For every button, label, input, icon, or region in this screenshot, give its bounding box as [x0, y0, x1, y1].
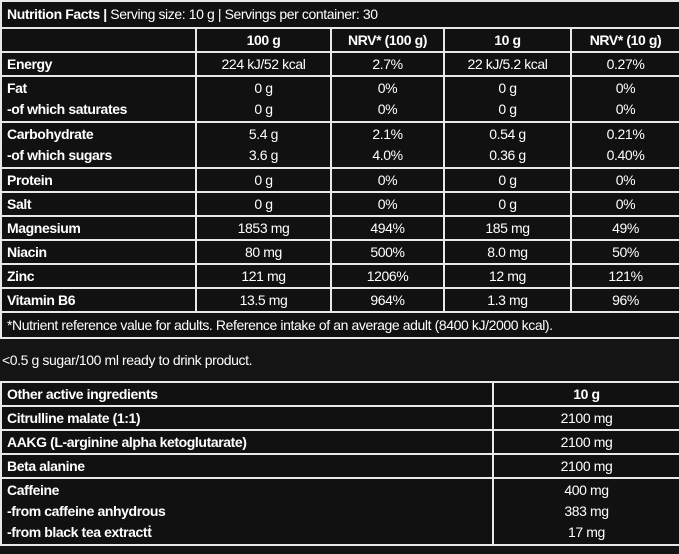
nutrient-label: Protein: [7, 172, 53, 188]
nutrient-value: 96%: [612, 292, 639, 308]
nutrient-value: 0 g: [498, 80, 517, 96]
nutrient-value: 13.5 mg: [239, 292, 288, 308]
nutrient-row: Zinc 121 mg 1206% 12 mg 121%: [0, 263, 679, 289]
nutrient-value: 0%: [377, 196, 398, 212]
caffeine-anhydrous-value: 383 mg: [564, 503, 609, 519]
nutrient-row: Vitamin B6 13.5 mg 964% 1.3 mg 96%: [0, 287, 679, 313]
title-row: Nutrition Facts | Serving size: 10 g | S…: [0, 0, 679, 29]
header-nrv-10g: NRV* (10 g): [589, 32, 662, 48]
nutrient-value: 121%: [608, 268, 643, 284]
header-10g: 10 g: [494, 32, 521, 48]
nutrient-subvalue: 0%: [377, 101, 398, 117]
title-bold: Nutrition Facts |: [7, 6, 107, 22]
header-100g: 100 g: [246, 32, 281, 48]
nutrient-value: 0%: [615, 196, 636, 212]
nutrient-row: Energy 224 kJ/52 kcal 2.7% 22 kJ/5.2 kcal 0.…: [0, 51, 679, 77]
nutrient-row: Niacin 80 mg 500% 8.0 mg 50%: [0, 239, 679, 265]
ingredient-label: AAKG (L-arginine alpha ketoglutarate): [7, 434, 247, 450]
ingredient-value: 2100 mg: [560, 458, 613, 474]
nutrient-value: 0 g: [498, 196, 517, 212]
nutrient-label: Zinc: [7, 268, 35, 284]
header-nrv-100g: NRV* (100 g): [348, 32, 427, 48]
nutrient-value: 1853 mg: [237, 220, 290, 236]
dagger-mark: ṫ: [147, 524, 152, 540]
nutrient-row: Protein 0 g 0% 0 g 0%: [0, 167, 679, 193]
nutrient-value: 0 g: [254, 196, 273, 212]
header-row: 100 g NRV* (100 g) 10 g NRV* (10 g): [0, 27, 679, 53]
nutrient-value: 0%: [377, 80, 398, 96]
nutrient-value: 0 g: [254, 80, 273, 96]
caffeine-value: 400 mg: [564, 482, 609, 498]
nutrient-label: Niacin: [7, 244, 47, 260]
other-header-label: Other active ingredients: [7, 386, 158, 402]
nutrient-row: Carbohydrate -of which sugars 5.4 g 3.6 g 2.…: [0, 121, 679, 169]
nutrient-value: 1206%: [366, 268, 409, 284]
nutrient-sublabel: -of which sugars: [7, 147, 112, 163]
nutrient-subvalue: 3.6 g: [248, 147, 279, 163]
nutrient-value: 0%: [377, 172, 398, 188]
nutrient-subvalue: 4.0%: [372, 147, 403, 163]
nutrient-label: Fat: [7, 80, 27, 96]
ingredient-row: Beta alanine 2100 mg: [0, 453, 679, 479]
nutrient-value: 50%: [612, 244, 639, 260]
nutrient-value: 224 kJ/52 kcal: [221, 56, 306, 72]
sugar-note: <0.5 g sugar/100 ml ready to drink produ…: [0, 339, 679, 381]
nutrient-subvalue: 0 g: [254, 101, 273, 117]
nutrient-value: 80 mg: [245, 244, 282, 260]
nutrient-label: Energy: [7, 56, 53, 72]
nutrient-value: 0%: [615, 80, 636, 96]
ingredient-value: 2100 mg: [560, 410, 613, 426]
footnote: *Nutrient reference value for adults. Re…: [0, 311, 679, 339]
nutrient-sublabel: -of which saturates: [7, 101, 127, 117]
other-ingredients-table: Other active ingredients 10 g Citrulline …: [0, 381, 679, 546]
nutrient-label: Carbohydrate: [7, 126, 94, 142]
nutrient-value: 22 kJ/5.2 kcal: [467, 56, 548, 72]
nutrient-value: 5.4 g: [248, 126, 279, 142]
other-header-amount: 10 g: [573, 386, 600, 402]
ingredient-label: Citrulline malate (1:1): [7, 410, 141, 426]
nutrient-subvalue: 0 g: [498, 101, 517, 117]
nutrient-value: 0 g: [254, 172, 273, 188]
black-tea-value: 17 mg: [568, 524, 605, 540]
nutrient-value: 0.27%: [606, 56, 645, 72]
nutrient-label: Magnesium: [7, 220, 81, 236]
nutrient-value: 964%: [370, 292, 405, 308]
nutrient-value: 0%: [615, 172, 636, 188]
ingredient-value: 2100 mg: [560, 434, 613, 450]
nutrient-label: Salt: [7, 196, 32, 212]
nutrient-value: 500%: [370, 244, 405, 260]
nutrient-value: 49%: [612, 220, 639, 236]
nutrient-subvalue: 0%: [615, 101, 636, 117]
nutrient-row: Magnesium 1853 mg 494% 185 mg 49%: [0, 215, 679, 241]
footnote-row: *Nutrient reference value for adults. Re…: [0, 311, 679, 339]
caffeine-row: Caffeine -from caffeine anhydrous -from bl…: [0, 477, 679, 546]
caffeine-label: Caffeine: [7, 482, 60, 498]
nutrient-value: 185 mg: [485, 220, 530, 236]
ingredient-label: Beta alanine: [7, 458, 85, 474]
nutrient-value: 1.3 mg: [487, 292, 528, 308]
nutrient-value: 0 g: [498, 172, 517, 188]
nutrient-subvalue: 0.40%: [606, 147, 645, 163]
nutrition-table: Nutrition Facts | Serving size: 10 g | S…: [0, 0, 679, 339]
nutrient-value: 8.0 mg: [487, 244, 528, 260]
serving-info: Serving size: 10 g | Servings per contai…: [106, 6, 378, 22]
nutrient-value: 121 mg: [241, 268, 286, 284]
other-header-row: Other active ingredients 10 g: [0, 381, 679, 407]
nutrient-label: Vitamin B6: [7, 292, 76, 308]
nutrient-value: 0.21%: [606, 126, 645, 142]
black-tea-label: -from black tea extract: [7, 524, 148, 540]
nutrient-row: Fat -of which saturates 0 g 0 g 0% 0% 0 g 0 g 0%…: [0, 75, 679, 123]
nutrient-value: 0.54 g: [489, 126, 526, 142]
ingredient-row: Citrulline malate (1:1) 2100 mg: [0, 405, 679, 431]
nutrient-value: 494%: [370, 220, 405, 236]
nutrient-row: Salt 0 g 0% 0 g 0%: [0, 191, 679, 217]
nutrient-subvalue: 0.36 g: [489, 147, 526, 163]
ingredient-row: AAKG (L-arginine alpha ketoglutarate) 210…: [0, 429, 679, 455]
nutrient-value: 12 mg: [489, 268, 526, 284]
nutrient-value: 2.7%: [372, 56, 403, 72]
caffeine-anhydrous-label: -from caffeine anhydrous: [7, 503, 166, 519]
nutrient-value: 2.1%: [372, 126, 403, 142]
